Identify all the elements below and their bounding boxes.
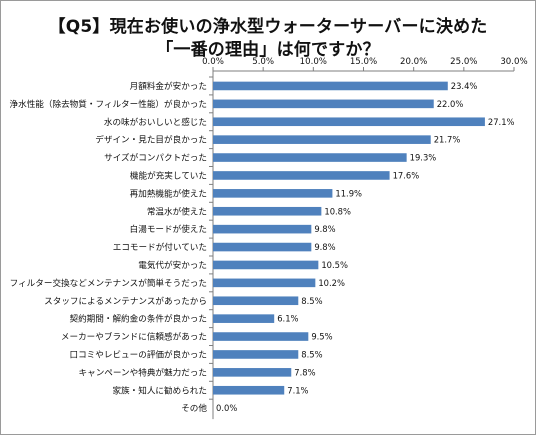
bar bbox=[213, 314, 275, 323]
category-label: サイズがコンパクトだった bbox=[104, 152, 207, 164]
value-label: 8.5% bbox=[301, 296, 322, 306]
value-label: 9.8% bbox=[314, 224, 335, 234]
x-tick-label: 10.0% bbox=[300, 57, 327, 67]
category-label: エコモードが付いていた bbox=[113, 241, 207, 253]
chart-title-line2: 「一番の理由」は何ですか？ bbox=[156, 40, 380, 60]
category-label: 月額料金が安かった bbox=[130, 80, 207, 92]
bar bbox=[213, 224, 312, 234]
category-label: キャンペーンや特典が魅力だった bbox=[79, 366, 207, 378]
value-label: 10.2% bbox=[318, 278, 345, 288]
value-label: 0.0% bbox=[216, 403, 237, 413]
value-label: 9.5% bbox=[311, 332, 332, 342]
category-label: 電気代が安かった bbox=[138, 259, 207, 271]
category-label: 常温水が使えた bbox=[147, 205, 207, 217]
x-tick-label: 25.0% bbox=[450, 57, 477, 67]
bar bbox=[213, 189, 333, 198]
bar bbox=[213, 242, 312, 252]
value-label: 7.1% bbox=[287, 385, 308, 395]
x-tick-label: 20.0% bbox=[400, 57, 427, 67]
bar bbox=[213, 368, 292, 377]
bar bbox=[213, 99, 434, 109]
category-label: 水の味がおいしいと感じた bbox=[104, 116, 207, 128]
bar bbox=[213, 296, 299, 306]
bar bbox=[213, 206, 322, 216]
value-label: 7.8% bbox=[294, 367, 315, 377]
bar bbox=[213, 332, 309, 341]
category-label: 浄水性能（除去物質・フィルター性能）が良かった bbox=[10, 98, 208, 110]
value-label: 23.4% bbox=[451, 81, 478, 91]
x-tick-label: 0.0% bbox=[202, 57, 224, 67]
value-label: 19.3% bbox=[410, 153, 437, 163]
bar bbox=[213, 153, 407, 162]
bar bbox=[213, 81, 448, 91]
value-label: 10.8% bbox=[324, 206, 351, 216]
value-label: 8.5% bbox=[301, 349, 322, 359]
bar bbox=[213, 385, 285, 395]
category-label: 機能が充実していた bbox=[130, 169, 207, 181]
chart-title-line1: 【Q5】現在お使いの浄水型ウォーターサーバーに決めた bbox=[48, 17, 488, 37]
value-label: 6.1% bbox=[277, 314, 298, 324]
value-label: 21.7% bbox=[434, 135, 461, 145]
x-tick-label: 15.0% bbox=[350, 57, 377, 67]
value-label: 17.6% bbox=[393, 170, 420, 180]
bar bbox=[213, 260, 319, 270]
category-label: 口コミやレビューの評価が良かった bbox=[69, 348, 207, 360]
category-label: 白湯モードが使えた bbox=[130, 223, 207, 235]
bar bbox=[213, 135, 431, 144]
bar bbox=[213, 117, 485, 127]
bar bbox=[213, 278, 316, 288]
category-label: デザイン・見た目が良かった bbox=[95, 134, 207, 146]
category-label: 再加熱機能が使えた bbox=[130, 187, 207, 199]
category-label: フィルター交換などメンテナンスが簡単そうだった bbox=[10, 277, 207, 289]
category-label: スタッフによるメンテナンスがあったから bbox=[44, 295, 207, 307]
value-label: 22.0% bbox=[437, 99, 464, 109]
x-tick-label: 30.0% bbox=[500, 57, 527, 67]
bar bbox=[213, 171, 390, 180]
x-tick-label: 5.0% bbox=[252, 57, 274, 67]
value-label: 9.8% bbox=[314, 242, 335, 252]
category-label: その他 bbox=[181, 402, 207, 414]
bar bbox=[213, 350, 299, 359]
category-label: 契約期間・解約金の条件が良かった bbox=[69, 313, 207, 325]
value-label: 11.9% bbox=[335, 188, 362, 198]
value-label: 27.1% bbox=[488, 117, 515, 127]
category-label: メーカーやブランドに信頼感があった bbox=[61, 331, 207, 343]
category-label: 家族・知人に勧められた bbox=[112, 384, 207, 396]
value-label: 10.5% bbox=[321, 260, 348, 270]
